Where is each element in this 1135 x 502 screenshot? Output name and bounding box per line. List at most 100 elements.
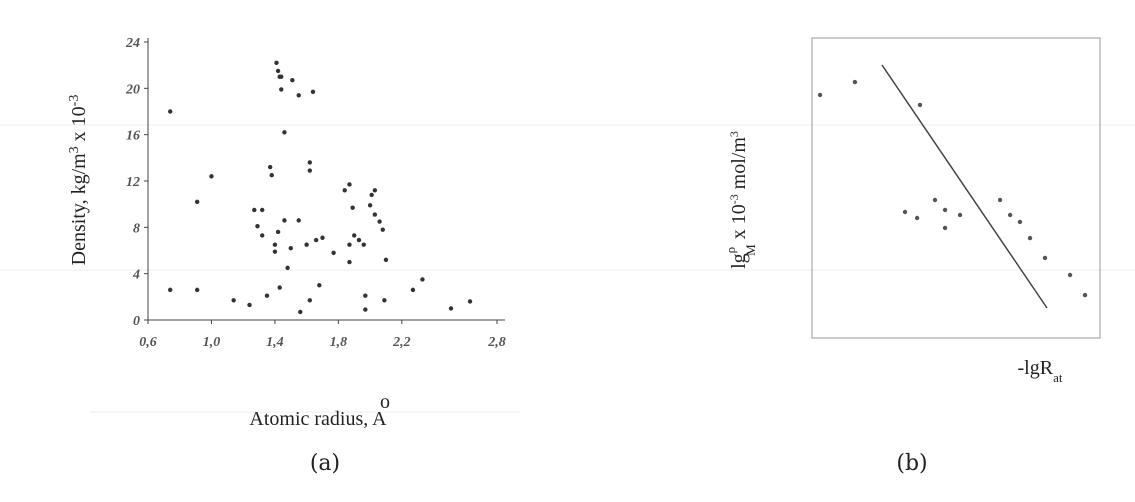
y-tick-label: 16 xyxy=(126,129,140,144)
point xyxy=(1082,292,1088,298)
point xyxy=(260,233,265,238)
point xyxy=(277,285,282,290)
point xyxy=(383,257,389,262)
point xyxy=(317,283,322,288)
watermark xyxy=(0,124,1135,413)
x-tick-label: 2,2 xyxy=(392,335,411,350)
point xyxy=(369,192,374,198)
y-tick-label: 24 xyxy=(125,36,140,51)
point xyxy=(282,130,287,135)
y-tick-label: 8 xyxy=(133,221,140,236)
point xyxy=(448,306,454,311)
point xyxy=(356,237,362,243)
y-tick-label: 20 xyxy=(125,82,140,97)
point xyxy=(377,219,382,224)
point xyxy=(467,299,473,304)
x-axis-label-a: Atomic radius, A xyxy=(249,408,387,430)
point xyxy=(347,182,352,187)
point xyxy=(267,164,273,170)
y-tick-label: 4 xyxy=(132,268,140,283)
point xyxy=(917,102,923,108)
point xyxy=(264,293,270,298)
fit-line xyxy=(881,64,1048,309)
point xyxy=(372,188,378,193)
point xyxy=(269,173,274,178)
point xyxy=(209,174,214,179)
point xyxy=(310,89,316,95)
x-label-mark-a: o xyxy=(380,391,390,413)
x-tick-label: 0,6 xyxy=(139,335,157,350)
point xyxy=(296,93,301,98)
point xyxy=(194,199,200,205)
point xyxy=(252,207,257,213)
x-tick-label: 1,8 xyxy=(330,335,348,350)
point xyxy=(320,235,325,240)
point xyxy=(1007,212,1013,218)
point xyxy=(361,242,366,247)
y-tick-label: 12 xyxy=(126,175,140,190)
y-axis-label-a: Density, kg/m3 x 10-3 xyxy=(67,95,91,266)
point xyxy=(347,259,352,265)
point xyxy=(168,287,173,293)
point xyxy=(247,302,252,308)
point xyxy=(307,298,313,303)
point xyxy=(347,242,352,247)
point xyxy=(275,229,281,235)
y-tick-label: 0 xyxy=(133,314,140,329)
point xyxy=(363,293,368,298)
point xyxy=(382,298,387,303)
point xyxy=(279,74,284,79)
point xyxy=(997,197,1003,203)
point xyxy=(1042,255,1048,261)
point xyxy=(942,207,948,213)
x-tick-label: 2,8 xyxy=(487,335,506,350)
point xyxy=(296,218,301,223)
point xyxy=(852,79,858,85)
x-tick-label: 1,4 xyxy=(266,335,284,350)
point xyxy=(932,197,938,203)
point xyxy=(307,168,313,173)
point xyxy=(231,298,236,303)
point xyxy=(817,92,823,98)
point xyxy=(275,68,281,74)
y-axis-label-b: lgρ M x 10-3 mol/m3 xyxy=(723,131,758,269)
point xyxy=(957,212,963,218)
caption-a: (a) xyxy=(310,451,340,476)
point xyxy=(372,212,378,217)
point xyxy=(304,242,309,247)
point xyxy=(290,78,295,83)
point xyxy=(298,309,303,315)
point xyxy=(350,205,355,210)
point xyxy=(260,207,265,213)
point xyxy=(272,249,278,254)
point xyxy=(1067,272,1073,278)
point xyxy=(1017,219,1023,225)
point xyxy=(285,265,290,271)
point xyxy=(313,237,319,243)
frame-b xyxy=(811,37,1101,339)
caption-b: (b) xyxy=(896,451,927,476)
point xyxy=(307,160,313,165)
point xyxy=(168,109,173,114)
point xyxy=(194,287,200,293)
point xyxy=(420,277,425,282)
point xyxy=(274,60,279,66)
point xyxy=(1027,235,1033,241)
point xyxy=(331,250,336,256)
point xyxy=(914,215,920,221)
point xyxy=(410,287,416,293)
x-tick-label: 1,0 xyxy=(203,335,221,350)
point xyxy=(288,245,293,251)
point xyxy=(352,233,357,238)
x-axis-label-b: -lgRat xyxy=(1018,357,1063,385)
point xyxy=(342,188,347,193)
point xyxy=(279,87,284,92)
point xyxy=(942,225,948,231)
point xyxy=(380,227,385,232)
point xyxy=(363,307,368,312)
point xyxy=(367,203,373,208)
point xyxy=(902,209,908,215)
point xyxy=(255,223,260,229)
